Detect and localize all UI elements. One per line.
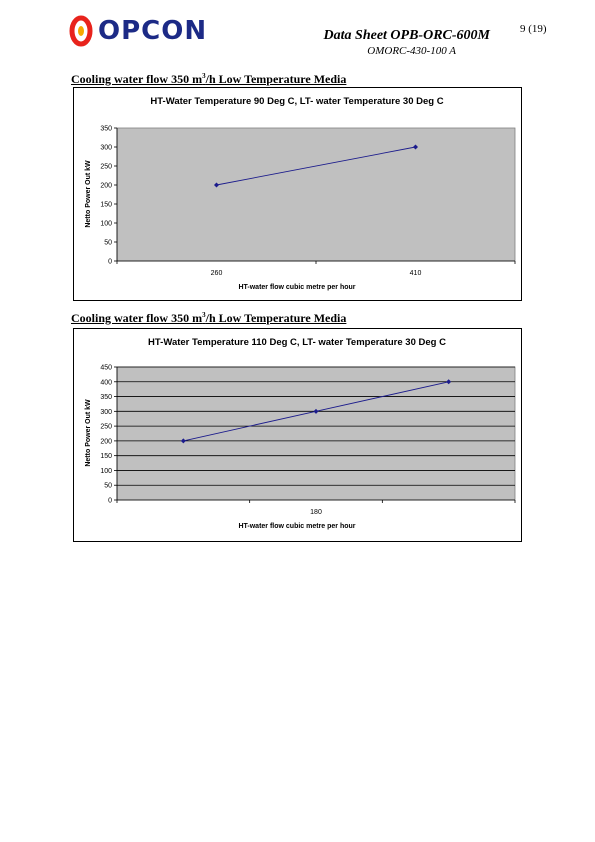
y-tick-label: 150 bbox=[100, 202, 112, 209]
y-axis-label: Netto Power Out kW bbox=[85, 160, 92, 228]
y-tick-label: 400 bbox=[100, 379, 112, 386]
y-tick-label: 350 bbox=[100, 126, 112, 133]
x-ticks: 180 bbox=[116, 500, 516, 516]
logo-text: OPCON bbox=[98, 16, 208, 46]
opcon-logo-icon bbox=[69, 15, 93, 47]
y-tick-label: 200 bbox=[100, 438, 112, 445]
x-tick-label: 410 bbox=[410, 270, 422, 277]
y-tick-label: 50 bbox=[104, 240, 112, 247]
plot-area bbox=[116, 366, 516, 501]
series bbox=[180, 379, 452, 444]
section-heading-1: Cooling water flow 350 m3/h Low Temperat… bbox=[71, 72, 347, 86]
y-ticks: 0 50 100 150 200 250 300 350 400 450 bbox=[100, 365, 117, 505]
x-axis-label: HT-water flow cubic metre per hour bbox=[238, 284, 355, 291]
y-tick-label: 50 bbox=[104, 483, 112, 490]
series bbox=[214, 144, 418, 188]
series-line bbox=[216, 146, 416, 186]
plot-area bbox=[116, 127, 516, 262]
y-ticks: 0 50 100 150 200 250 300 350 bbox=[100, 126, 117, 266]
data-point bbox=[413, 144, 418, 150]
data-point bbox=[446, 379, 452, 385]
y-tick-label: 300 bbox=[100, 145, 112, 152]
y-tick-label: 200 bbox=[100, 183, 112, 190]
document-subtitle: OMORC-430-100 A bbox=[367, 45, 456, 57]
section-heading-2: Cooling water flow 350 m3/h Low Temperat… bbox=[71, 311, 347, 325]
y-tick-label: 0 bbox=[108, 259, 112, 266]
y-axis-label: Netto Power Out kW bbox=[85, 399, 92, 467]
x-tick-label: 260 bbox=[211, 270, 223, 277]
data-point bbox=[180, 438, 186, 444]
document-title: Data Sheet OPB-ORC-600M bbox=[323, 28, 490, 43]
x-ticks: 260 410 bbox=[116, 261, 516, 277]
y-tick-label: 250 bbox=[100, 164, 112, 171]
y-tick-label: 350 bbox=[100, 394, 112, 401]
y-tick-label: 0 bbox=[108, 498, 112, 505]
chart-2: HT-Water Temperature 110 Deg C, LT- wate… bbox=[85, 337, 516, 530]
data-point bbox=[313, 408, 319, 414]
chart-1: HT-Water Temperature 90 Deg C, LT- water… bbox=[85, 96, 516, 291]
x-tick-label: 180 bbox=[310, 509, 322, 516]
data-point bbox=[214, 182, 219, 188]
y-tick-label: 250 bbox=[100, 424, 112, 431]
page-number: 9 (19) bbox=[520, 23, 547, 35]
y-tick-label: 100 bbox=[100, 221, 112, 228]
y-tick-label: 150 bbox=[100, 453, 112, 460]
chart-title: HT-Water Temperature 110 Deg C, LT- wate… bbox=[148, 337, 446, 348]
x-axis-label: HT-water flow cubic metre per hour bbox=[238, 523, 355, 530]
opcon-logo: OPCON bbox=[68, 14, 238, 48]
y-tick-label: 450 bbox=[100, 365, 112, 372]
y-tick-label: 100 bbox=[100, 468, 112, 475]
y-tick-label: 300 bbox=[100, 409, 112, 416]
chart-1-frame: HT-Water Temperature 90 Deg C, LT- water… bbox=[73, 87, 522, 301]
chart-title: HT-Water Temperature 90 Deg C, LT- water… bbox=[150, 96, 443, 107]
chart-2-frame: HT-Water Temperature 110 Deg C, LT- wate… bbox=[73, 328, 522, 542]
